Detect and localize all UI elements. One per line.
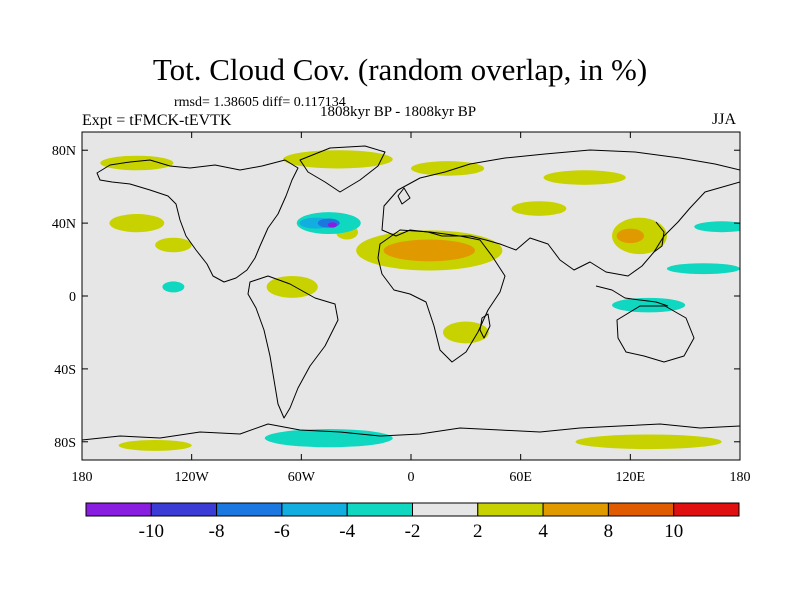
y-tick-label: 40N <box>52 217 76 232</box>
anomaly-region <box>266 275 318 298</box>
colorbar-label: 8 <box>604 521 614 542</box>
anomaly-region <box>511 201 567 216</box>
colorbar-swatch <box>607 502 675 517</box>
anomaly-region <box>616 228 645 244</box>
coastline-north-america <box>96 159 299 283</box>
colorbar-label: 10 <box>664 521 683 542</box>
y-axis: 80N 40N 0 40S 80S <box>52 144 740 451</box>
period-label: 1808kyr BP - 1808kyr BP <box>320 104 477 120</box>
coastline-madagascar <box>479 313 491 339</box>
colorbar-swatch <box>150 502 218 517</box>
y-tick-label: 0 <box>69 290 76 305</box>
coastline-japan <box>653 221 665 253</box>
coastline-antarctica <box>82 423 740 441</box>
colorbar-swatch <box>281 502 348 517</box>
stats-line: rmsd= 1.38605 diff= 0.117134 <box>174 95 346 110</box>
colorbar-swatch <box>412 502 479 517</box>
colorbar-swatch <box>477 502 544 517</box>
y-tick-label: 40S <box>54 363 76 378</box>
colorbar-label: -6 <box>274 521 290 542</box>
x-tick-label: 0 <box>408 470 415 485</box>
y-tick-label: 80S <box>54 436 76 451</box>
x-tick-label: 180 <box>72 470 93 485</box>
coastline-british-isles <box>397 187 411 205</box>
anomaly-region <box>411 161 485 176</box>
anomaly-region <box>612 297 686 313</box>
anomaly-region <box>283 150 393 169</box>
anomaly-region <box>109 214 165 233</box>
anomaly-region <box>100 155 174 171</box>
anomaly-region <box>543 170 626 185</box>
coastline-layer <box>82 145 740 441</box>
anomaly-region <box>666 263 740 275</box>
anomaly-region <box>327 222 337 228</box>
colorbar-label: 4 <box>538 521 548 542</box>
colorbar-label: -8 <box>209 521 225 542</box>
colorbar-label: -2 <box>405 521 421 542</box>
colorbar-swatch <box>673 502 740 517</box>
colorbar: -10 -8 -6 -4 -2 2 4 8 10 <box>85 502 740 542</box>
anomaly-region <box>442 321 489 344</box>
y-tick-label: 80N <box>52 144 76 159</box>
coastline-south-america <box>247 275 339 419</box>
x-tick-label: 120W <box>175 470 210 485</box>
anomaly-region <box>118 439 192 451</box>
anomaly-region <box>155 237 192 253</box>
map-background <box>82 132 740 460</box>
coastline-africa <box>377 229 506 363</box>
anomaly-region <box>162 281 185 293</box>
coastline-australia <box>616 305 695 363</box>
colorbar-label: -4 <box>339 521 355 542</box>
colorbar-swatch <box>85 502 152 517</box>
coastline-greenland <box>299 145 386 193</box>
experiment-label: Expt = tFMCK-tEVTK <box>82 112 232 129</box>
plot-title: Tot. Cloud Cov. (random overlap, in %) <box>152 52 648 87</box>
colorbar-swatch <box>542 502 609 517</box>
x-tick-label: 120E <box>616 470 646 485</box>
x-tick-label: 60W <box>288 470 316 485</box>
colorbar-swatch <box>216 502 283 517</box>
x-axis: 180 120W 60W 0 60E 120E 180 <box>72 132 751 485</box>
anomaly-region <box>694 221 740 233</box>
colorbar-label: 2 <box>473 521 483 542</box>
anomaly-region <box>575 434 722 450</box>
anomaly-region <box>383 239 475 262</box>
season-label: JJA <box>712 111 737 128</box>
colorbar-label: -10 <box>139 521 164 542</box>
x-tick-label: 60E <box>509 470 532 485</box>
coastline-indonesia <box>595 285 669 307</box>
x-tick-label: 180 <box>730 470 751 485</box>
colorbar-swatch <box>346 502 414 517</box>
anomaly-fill-layer <box>100 150 740 451</box>
